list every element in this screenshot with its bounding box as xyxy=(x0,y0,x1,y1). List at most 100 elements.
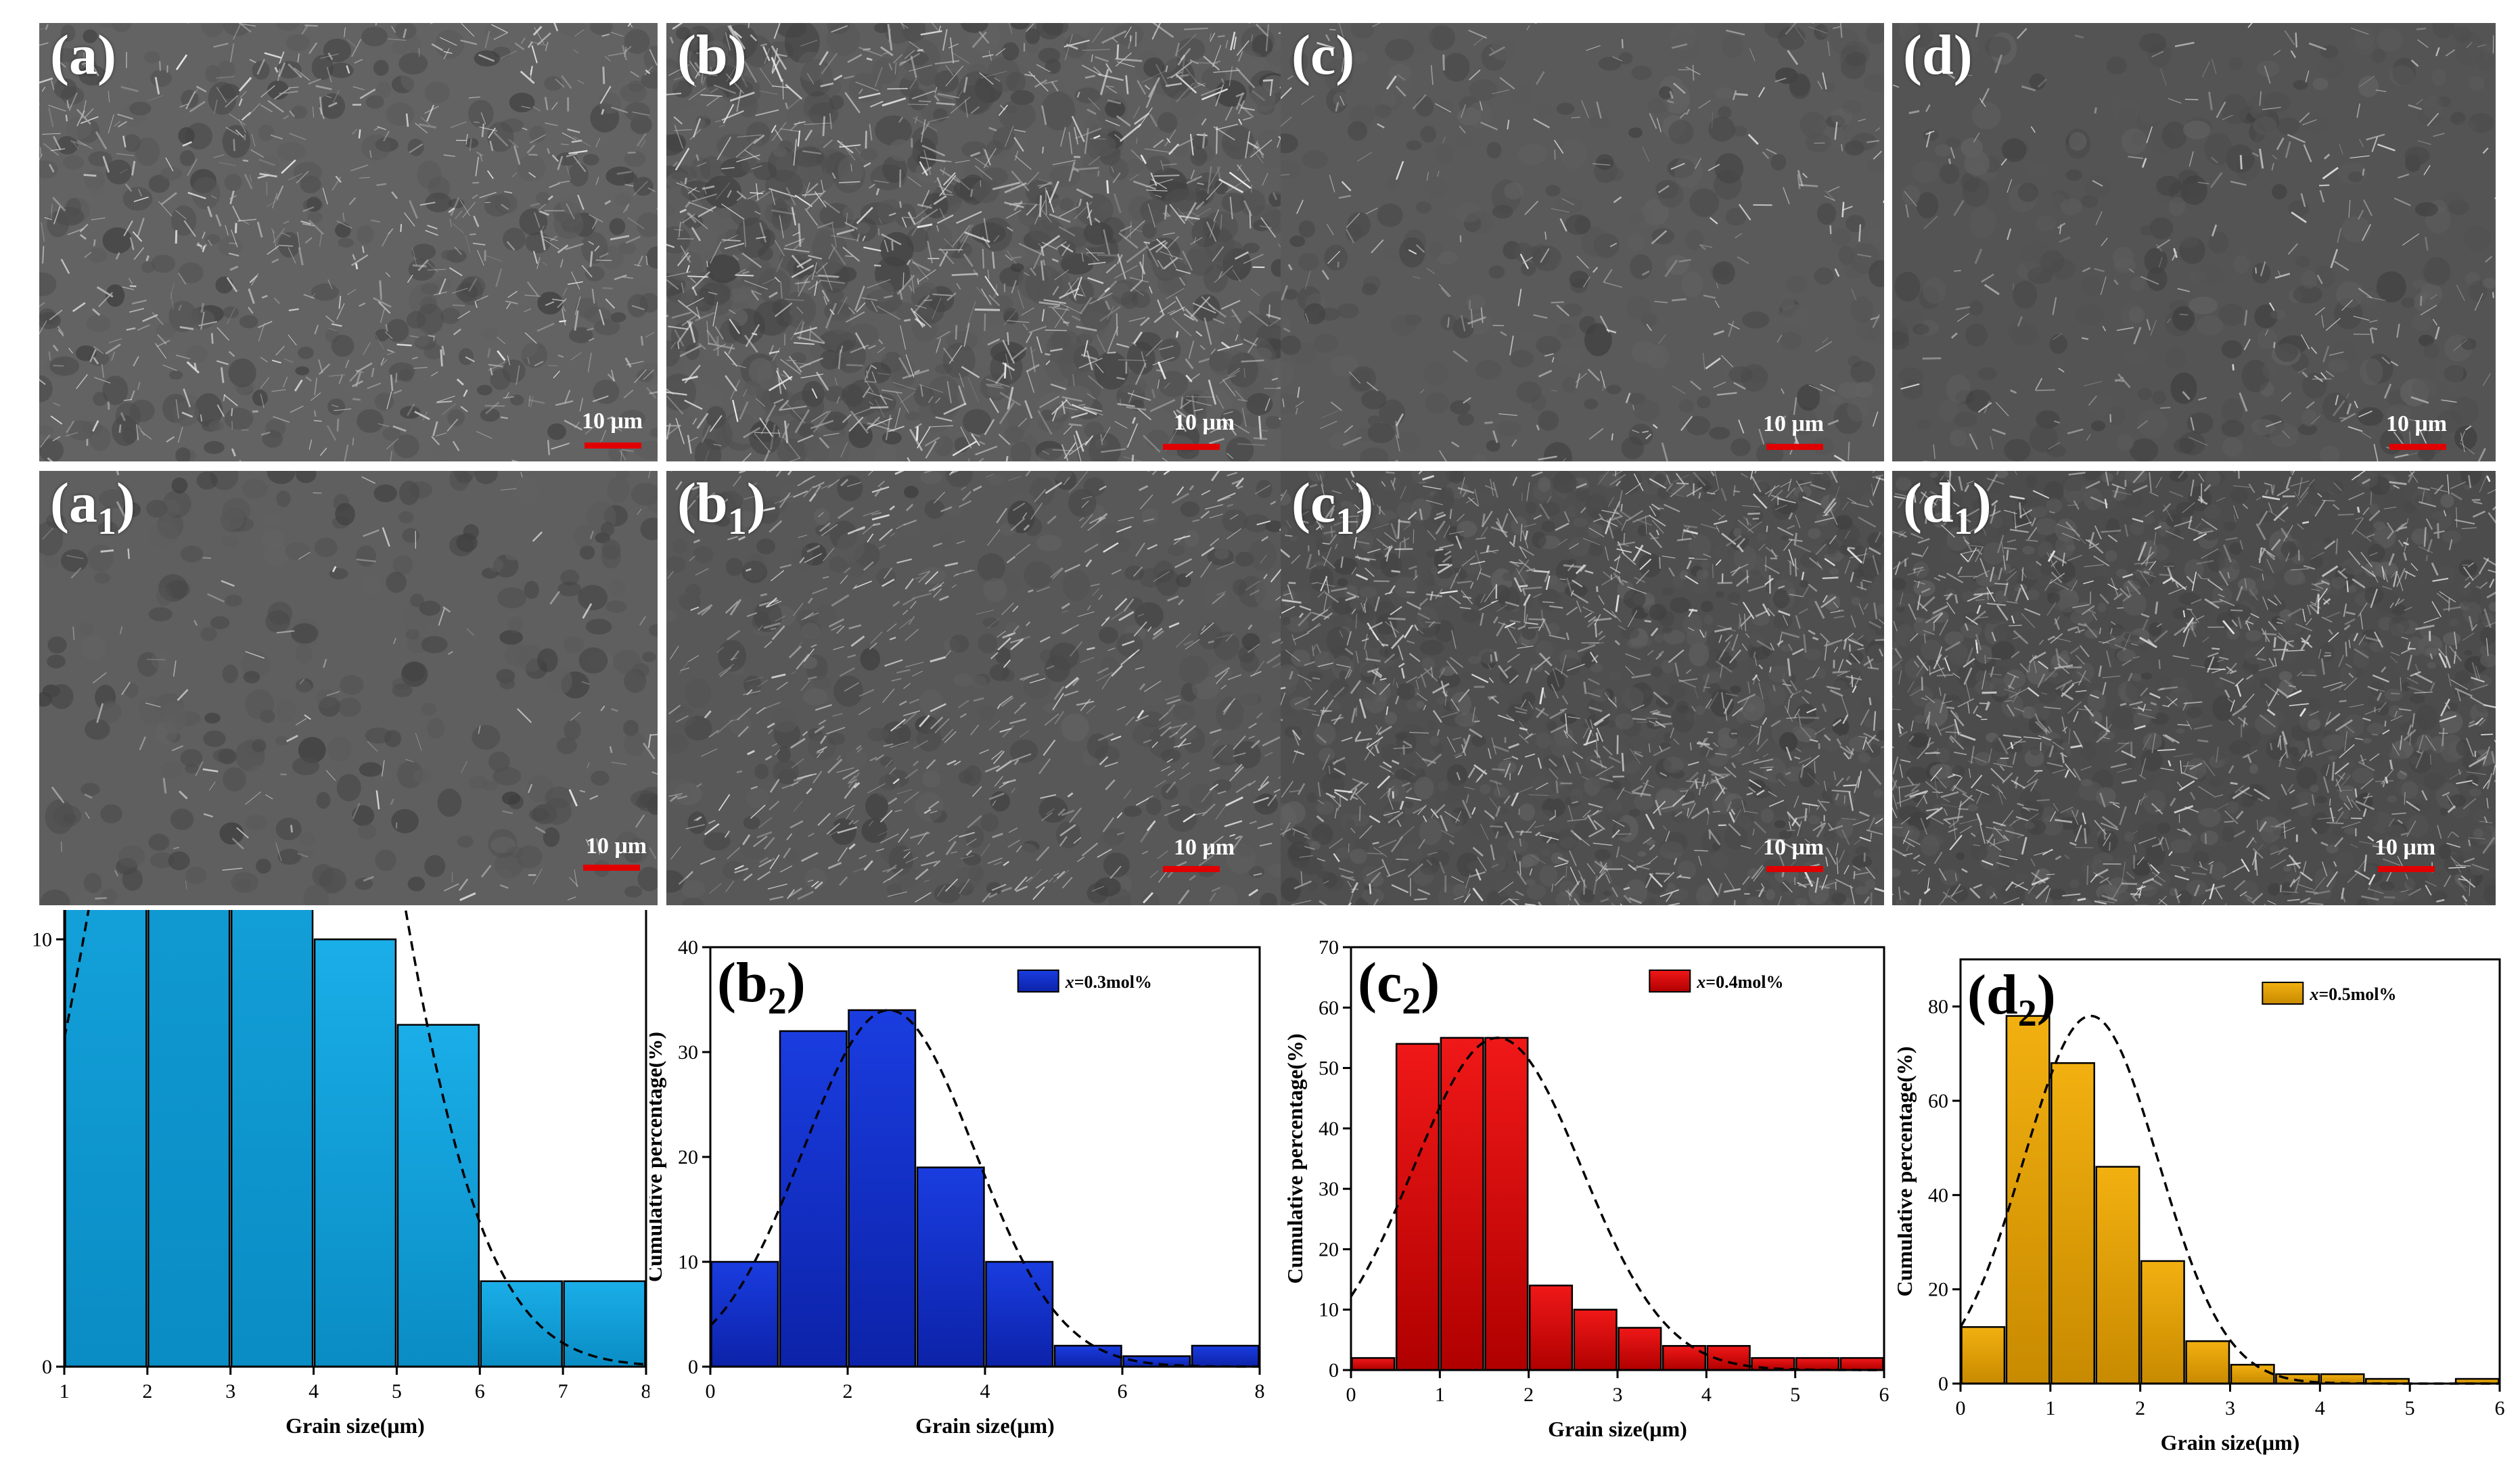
sem-texture xyxy=(1281,471,1884,905)
histogram-bar xyxy=(1662,1345,1707,1371)
histogram-bar xyxy=(1618,1327,1662,1371)
scalebar xyxy=(2378,866,2435,872)
histogram-bar xyxy=(1484,1036,1529,1371)
histogram-bar xyxy=(2005,1015,2051,1385)
panel-label: (d1) xyxy=(1903,472,1992,543)
legend-label: x=0.5mol% xyxy=(2309,984,2396,1004)
x-axis-label: Grain size(μm) xyxy=(285,1413,425,1438)
sem-panel-c1: (c1) 10 μm xyxy=(1281,471,1884,905)
scalebar-label: 10 μm xyxy=(2374,835,2436,860)
histogram-bar xyxy=(985,1260,1054,1368)
chart-svg: 123456780102030Grain size(μm)Cumulative … xyxy=(32,910,649,1438)
y-tick-label: 40 xyxy=(1928,1184,1948,1206)
histogram-d2: 0 1 2 3 4 5 6 0 20 40 60 80 Grain size(μm) Cumulative… xyxy=(1898,910,2520,1458)
x-tick-label: 1 xyxy=(1435,1384,1445,1406)
scalebar xyxy=(1163,444,1220,450)
histogram-bar xyxy=(313,938,397,1368)
y-tick-label: 20 xyxy=(1928,1279,1948,1301)
histogram-bar xyxy=(2140,1260,2185,1385)
histogram-bar xyxy=(1961,1326,2006,1385)
x-tick-label: 6 xyxy=(475,1380,485,1403)
y-tick-label: 80 xyxy=(1928,996,1948,1018)
histogram-bar xyxy=(1573,1308,1618,1371)
y-tick-label: 0 xyxy=(42,1356,52,1378)
scalebar-label: 10 μm xyxy=(581,409,643,434)
x-tick-label: 3 xyxy=(1613,1384,1623,1406)
chart-svg: 0 2 4 6 8 0 10 20 30 40 Grain size(μm) Cumulative p… xyxy=(649,936,1265,1438)
x-tick-label: 6 xyxy=(2495,1397,2505,1419)
histogram-bar xyxy=(1795,1357,1840,1371)
y-tick-label: 60 xyxy=(1928,1090,1948,1112)
sem-panel-d1: (d1) 10 μm xyxy=(1892,471,2496,905)
x-tick-label: 0 xyxy=(1346,1384,1356,1406)
histogram-bar xyxy=(2051,1062,2095,1385)
chart-panel-label: (b2) xyxy=(717,951,806,1022)
y-tick-label: 20 xyxy=(678,1146,698,1168)
x-tick-label: 6 xyxy=(1879,1384,1889,1406)
x-tick-label: 4 xyxy=(2315,1397,2325,1419)
histogram-bar xyxy=(2185,1340,2230,1385)
x-tick-label: 2 xyxy=(142,1380,152,1403)
x-tick-label: 4 xyxy=(308,1380,319,1403)
panel-label: (c1) xyxy=(1291,472,1374,543)
histogram-bar xyxy=(1751,1357,1795,1371)
y-axis-label: Cumulative percentage(%) xyxy=(1898,1047,1917,1297)
scalebar-label: 10 μm xyxy=(1762,835,1825,860)
histogram-bar xyxy=(779,1030,848,1368)
histogram-bar xyxy=(480,1280,563,1368)
legend-label: x=0.3mol% xyxy=(1065,972,1152,992)
histogram-b2: 0 2 4 6 8 0 10 20 30 40 Grain size(μm) Cumulative p… xyxy=(649,910,1275,1458)
histogram-bar xyxy=(147,910,231,1368)
histogram-c2: 0 1 2 3 4 5 6 0 10 20 30 40 50 60 70 Grain size(μm) Cumu… xyxy=(1275,910,1898,1458)
y-tick-label: 0 xyxy=(1938,1373,1948,1395)
sem-texture xyxy=(39,471,658,905)
sem-texture xyxy=(1281,23,1884,461)
histogram-bar xyxy=(396,1024,480,1368)
sem-panel-c: (c) 10 μm xyxy=(1281,23,1884,461)
legend-label: x=0.4mol% xyxy=(1696,972,1783,992)
sem-texture xyxy=(1892,471,2496,905)
x-tick-label: 2 xyxy=(1524,1384,1534,1406)
scalebar-label: 10 μm xyxy=(1173,835,1235,860)
histogram-bar xyxy=(848,1009,917,1368)
scalebar-label: 10 μm xyxy=(2385,411,2448,436)
x-tick-label: 1 xyxy=(60,1380,70,1403)
sem-panel-b1: (b1) 10 μm xyxy=(666,471,1281,905)
x-tick-label: 4 xyxy=(1701,1384,1712,1406)
histogram-bar xyxy=(1053,1344,1122,1368)
panel-label: (b1) xyxy=(677,472,766,543)
scalebar xyxy=(1163,866,1220,872)
x-tick-label: 2 xyxy=(843,1380,853,1403)
scalebar xyxy=(1766,866,1823,872)
plot-frame xyxy=(63,910,647,1368)
scalebar xyxy=(2389,444,2446,450)
histogram-bar xyxy=(1440,1036,1484,1371)
x-tick-label: 0 xyxy=(1956,1397,1966,1419)
histogram-bar xyxy=(1395,1043,1440,1371)
histogram-bar xyxy=(64,910,147,1368)
y-tick-label: 60 xyxy=(1319,997,1339,1019)
histogram-a2: 123456780102030Grain size(μm)Cumulative … xyxy=(0,910,649,1458)
sem-panel-a: (a) 10 μm xyxy=(39,23,658,461)
panel-label: (b) xyxy=(677,24,747,87)
normal-fit-curve xyxy=(63,910,647,1366)
sem-texture xyxy=(1892,23,2496,461)
scalebar xyxy=(585,442,641,449)
chart-panel-label: (c2) xyxy=(1358,951,1440,1022)
y-tick-label: 0 xyxy=(688,1356,698,1378)
histogram-bar xyxy=(1351,1357,1396,1371)
x-tick-label: 1 xyxy=(2045,1397,2055,1419)
x-tick-label: 6 xyxy=(1118,1380,1128,1403)
y-tick-label: 50 xyxy=(1319,1057,1339,1080)
x-tick-label: 5 xyxy=(1790,1384,1800,1406)
scalebar-label: 10 μm xyxy=(585,834,647,859)
y-tick-label: 10 xyxy=(1319,1299,1339,1321)
x-tick-label: 4 xyxy=(980,1380,990,1403)
y-tick-label: 30 xyxy=(678,1041,698,1064)
scalebar-label: 10 μm xyxy=(1173,410,1235,435)
y-axis-label: Cumulative percentage(%) xyxy=(649,1032,666,1282)
x-axis-label: Grain size(μm) xyxy=(2161,1430,2300,1455)
scalebar-label: 10 μm xyxy=(1762,411,1825,436)
y-tick-label: 70 xyxy=(1319,936,1339,959)
